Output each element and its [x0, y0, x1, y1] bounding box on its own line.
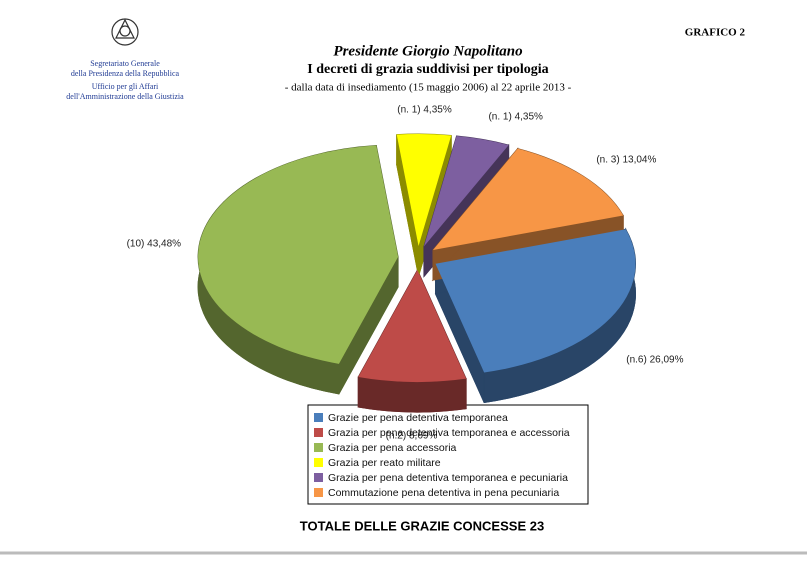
legend-box: [307, 404, 589, 505]
slice: [198, 145, 399, 364]
chart-note: - dalla data di insediamento (15 maggio …: [285, 82, 572, 94]
slice: [396, 134, 452, 247]
legend-label: Grazia per reato militare: [328, 457, 441, 469]
office-line: Segretariato Generale: [90, 59, 160, 68]
data-label: (10) 43,48%: [127, 239, 182, 250]
legend-swatch: [314, 428, 323, 437]
graph-tag: GRAFICO 2: [685, 27, 746, 39]
slice: [423, 136, 509, 247]
chart-subtitle: I decreti di grazia suddivisi per tipolo…: [307, 62, 548, 77]
legend-label: Grazie per pena detentiva temporanea: [328, 412, 508, 424]
office-line: della Presidenza della Repubblica: [71, 69, 180, 78]
data-label: (n. 3) 13,04%: [596, 155, 656, 166]
legend-label: Commutazione pena detentiva in pena pecu…: [328, 487, 559, 499]
chart-footer: TOTALE DELLE GRAZIE CONCESSE 23: [300, 518, 544, 533]
legend-swatch: [314, 413, 323, 422]
slice: [435, 229, 636, 373]
data-label: (n. 1) 4,35%: [488, 111, 543, 122]
emblem: [111, 18, 139, 46]
office-line: Ufficio per gli Affari: [92, 82, 159, 91]
data-label: (n.6) 26,09%: [626, 354, 683, 365]
legend-swatch: [314, 443, 323, 452]
data-label: (n.2) 8,69%: [386, 431, 438, 442]
legend-swatch: [314, 458, 323, 467]
legend-swatch: [314, 488, 323, 497]
legend-label: Grazia per pena detentiva temporanea e p…: [328, 472, 568, 484]
legend-label: Grazia per pena detentiva temporanea e a…: [328, 427, 570, 439]
office-line: dell'Amministrazione della Giustizia: [66, 92, 184, 101]
slice: [432, 148, 624, 251]
data-label: (n. 1) 4,35%: [397, 105, 452, 116]
chart-title: Presidente Giorgio Napolitano: [333, 43, 522, 59]
legend-swatch: [314, 473, 323, 482]
slice-side: [357, 376, 467, 413]
legend-label: Grazia per pena accessoria: [328, 442, 457, 454]
slice: [358, 269, 467, 382]
